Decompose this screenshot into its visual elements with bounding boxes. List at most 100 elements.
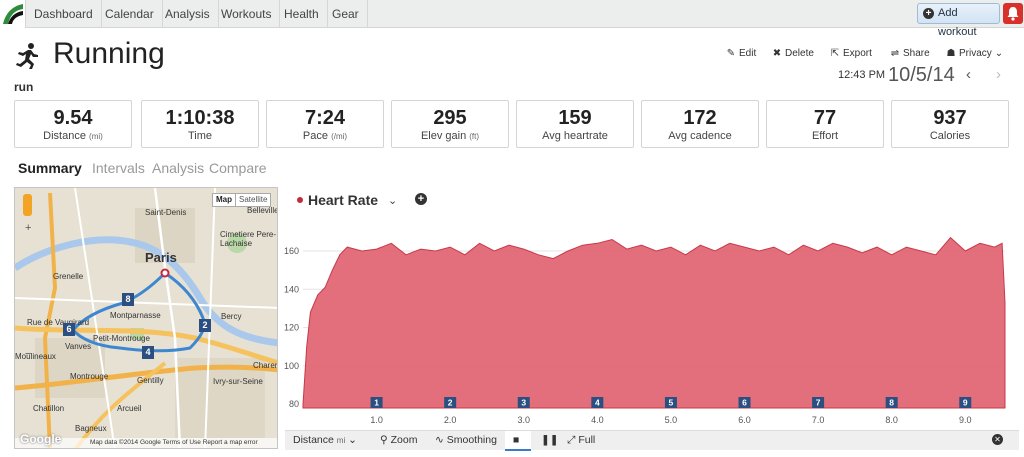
zoom-out-icon[interactable]: − <box>25 348 32 360</box>
route-map[interactable]: Map Satellite Paris Belleville Saint-Den… <box>14 187 278 449</box>
lap-marker <box>591 397 604 408</box>
export-button[interactable]: ⇱ Export <box>830 47 872 61</box>
stat-label-text: Avg heartrate <box>542 130 608 142</box>
bell-icon <box>1007 7 1019 21</box>
map-lap-marker[interactable]: 6 <box>63 323 75 336</box>
series-dot <box>297 197 303 203</box>
stat-value: 172 <box>683 107 717 129</box>
lap-marker-label: 7 <box>816 398 821 408</box>
map-toggle-satellite[interactable]: Satellite <box>235 194 270 206</box>
map-canvas <box>15 188 277 448</box>
running-icon <box>16 43 38 69</box>
stat-avg-cadence: 172 Avg cadence <box>641 100 759 148</box>
edit-label: Edit <box>739 48 757 59</box>
y-tick-label: 80 <box>289 399 299 409</box>
x-tick-label: 1.0 <box>370 415 383 425</box>
nav-tab-health[interactable]: Health <box>276 0 328 28</box>
zoom-label: Zoom <box>390 434 418 446</box>
expand-icon: ⤢ <box>567 434 576 446</box>
smoothing-button[interactable]: ∿ Smoothing <box>435 434 497 446</box>
map-lap-marker[interactable]: 2 <box>199 319 211 332</box>
privacy-label: Privacy <box>959 48 992 59</box>
lap-marker-label: 5 <box>669 398 674 408</box>
lap-marker <box>370 397 383 408</box>
zoom-in-icon[interactable]: + <box>25 222 32 234</box>
x-tick-label: 9.0 <box>959 415 972 425</box>
map-label: Belleville <box>247 206 278 215</box>
map-lap-marker[interactable]: 8 <box>122 293 134 306</box>
lap-marker <box>738 397 751 408</box>
nav-tab-gear[interactable]: Gear <box>324 0 368 28</box>
map-label: Gentilly <box>137 376 164 385</box>
pause-button[interactable]: ❚❚ <box>541 434 559 446</box>
stat-label-text: Distance <box>43 130 86 142</box>
stat-label: Effort <box>767 129 883 143</box>
comment-button[interactable]: ■ <box>513 434 519 446</box>
nav-tab-analysis[interactable]: Analysis <box>157 0 219 28</box>
lap-marker-label: 9 <box>963 398 968 408</box>
stat-label: Time <box>142 129 258 143</box>
add-workout-button[interactable]: + Add workout <box>917 3 1000 38</box>
stat-label-text: Pace <box>302 130 328 142</box>
tab-compare[interactable]: Compare <box>209 160 267 176</box>
nav-tab-calendar[interactable]: Calendar <box>97 0 163 28</box>
stat-unit: (/mi) <box>331 132 348 141</box>
street-view-pegman-icon[interactable] <box>23 194 32 216</box>
map-label: Rue de Vaugirard <box>27 318 90 327</box>
map-type-toggle[interactable]: Map Satellite <box>212 193 272 207</box>
stat-label: Distance (mi) <box>15 129 131 144</box>
privacy-button[interactable]: ☗ Privacy ⌄ <box>946 47 1004 61</box>
map-lap-marker[interactable]: 4 <box>142 346 154 359</box>
x-tick-label: 2.0 <box>444 415 457 425</box>
chevron-down-icon[interactable]: ⌄ <box>388 195 398 207</box>
lap-marker-label: 4 <box>595 398 600 408</box>
stat-value: 1:10:38 <box>165 107 235 129</box>
stat-elev-gain: 295 Elev gain (ft) <box>391 100 509 148</box>
share-button[interactable]: ⇌ Share <box>890 47 930 61</box>
toolbar-active-indicator <box>505 431 531 451</box>
notifications-button[interactable] <box>1003 3 1023 24</box>
edit-button[interactable]: ✎ Edit <box>726 47 756 61</box>
stat-avg-heartrate: 159 Avg heartrate <box>516 100 634 148</box>
close-chart-button[interactable]: ✕ <box>992 434 1003 445</box>
map-label: Montparnasse <box>110 311 161 320</box>
lap-marker <box>885 397 898 408</box>
x-axis-select[interactable]: Distance mi ⌄ <box>293 434 357 446</box>
pause-icon: ❚❚ <box>541 434 559 446</box>
fullscreen-button[interactable]: ⤢ Full <box>567 434 595 447</box>
logo[interactable] <box>0 0 26 28</box>
stat-value: 159 <box>558 107 592 129</box>
workout-time: 12:43 PM <box>838 69 886 81</box>
stat-value: 937 <box>933 107 967 129</box>
tab-intervals[interactable]: Intervals <box>92 160 145 176</box>
map-city-label: Paris <box>145 250 177 265</box>
x-tick-label: 3.0 <box>517 415 530 425</box>
stat-label: Avg cadence <box>642 129 758 143</box>
x-axis-label: Distance <box>293 434 334 446</box>
tab-analysis[interactable]: Analysis <box>152 160 205 176</box>
map-toggle-map[interactable]: Map <box>216 195 232 204</box>
chevron-left-icon[interactable]: ‹ <box>966 66 971 83</box>
lap-marker-label: 6 <box>742 398 747 408</box>
zoom-button[interactable]: ⚲ Zoom <box>380 434 417 446</box>
add-series-button[interactable]: + <box>415 193 427 205</box>
chevron-down-icon: ⌄ <box>994 48 1004 59</box>
delete-button[interactable]: ✖ Delete <box>772 47 814 61</box>
stat-value: 77 <box>813 107 837 129</box>
top-nav: Dashboard Calendar Analysis Workouts Hea… <box>0 0 1024 38</box>
close-icon: ✖ <box>772 48 782 59</box>
y-tick-label: 140 <box>284 284 299 294</box>
lap-marker-label: 1 <box>374 398 379 408</box>
stat-label-text: Calories <box>929 130 971 142</box>
nav-tab-dashboard[interactable]: Dashboard <box>26 0 102 28</box>
lap-marker <box>444 397 457 408</box>
lap-marker <box>517 397 530 408</box>
chart-metric-select[interactable]: Heart Rate <box>308 192 379 208</box>
y-tick-label: 100 <box>284 361 299 371</box>
tab-summary[interactable]: Summary <box>18 160 82 176</box>
map-label: Montrouge <box>70 372 109 381</box>
heart-rate-chart[interactable]: 80 100 120 140 160 1.0 1 2.0 2 3.0 3 4.0 4 5.0 5 6.0 6 7.… <box>283 222 1019 428</box>
nav-tab-workouts[interactable]: Workouts <box>213 0 281 28</box>
y-tick-label: 160 <box>284 246 299 256</box>
chevron-right-icon[interactable]: › <box>996 66 1001 83</box>
